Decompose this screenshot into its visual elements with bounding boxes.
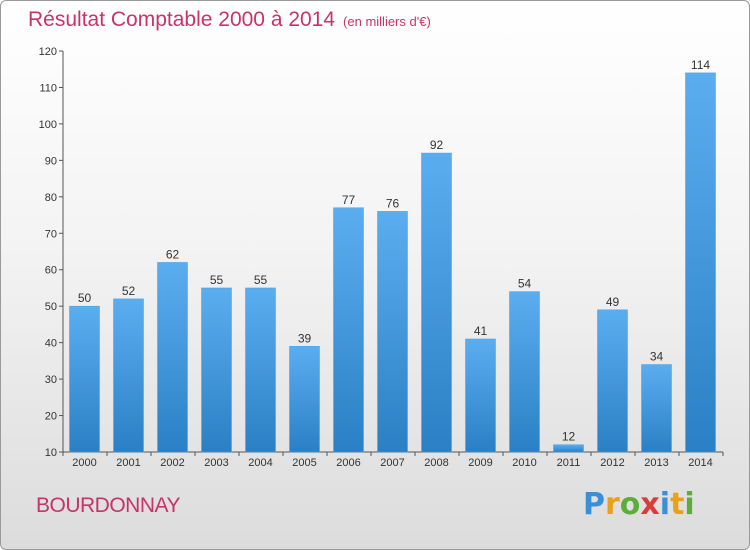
value-label-2005: 39 [298,331,312,345]
y-tick-label: 120 [39,46,57,58]
value-label-2004: 55 [254,273,268,287]
x-tick-label: 2013 [644,457,668,469]
y-tick-label: 80 [45,192,57,204]
bar-2007[interactable] [377,211,408,453]
chart-title-text: Résultat Comptable 2000 à 2014 [28,8,336,31]
y-tick-label: 70 [45,228,57,240]
x-tick-label: 2012 [600,457,624,469]
x-tick-label: 2000 [72,457,96,469]
x-tick-label: 2001 [116,457,140,469]
y-tick-label: 90 [45,155,57,167]
logo-letter: o [619,487,641,522]
proxiti-logo[interactable]: Proxiti [583,487,695,522]
value-label-2006: 77 [342,193,356,207]
y-tick-label: 40 [45,338,57,350]
y-tick-label: 50 [45,301,57,313]
y-tick-label: 100 [39,119,57,131]
logo-letter: i [684,487,695,522]
x-tick-label: 2011 [557,457,581,469]
logo-letter: P [583,487,605,522]
bar-2004[interactable] [245,287,276,453]
bar-2003[interactable] [201,287,232,453]
x-tick-label: 2006 [336,457,360,469]
value-label-2009: 41 [474,324,488,338]
value-label-2014: 114 [691,58,710,72]
bar-2012[interactable] [597,309,628,453]
y-tick-label: 30 [45,374,57,386]
logo-letter: i [659,487,671,522]
bar-2013[interactable] [641,364,672,453]
value-label-2011: 12 [562,430,576,444]
y-tick-label: 60 [45,265,57,277]
value-label-2007: 76 [386,196,400,210]
x-tick-label: 2002 [160,457,184,469]
y-tick-label: 10 [45,447,57,459]
bar-2005[interactable] [289,346,320,453]
commune-name: BOURDONNAY [36,494,180,517]
x-tick-label: 2010 [512,457,536,469]
x-tick-label: 2007 [380,457,404,469]
x-tick-label: 2004 [248,457,272,469]
bar-2006[interactable] [333,207,364,453]
y-tick-label: 110 [39,82,57,94]
value-label-2010: 54 [518,277,532,291]
value-label-2003: 55 [210,273,224,287]
bar-2000[interactable] [69,305,100,453]
value-label-2013: 34 [650,350,664,364]
x-tick-label: 2005 [292,457,316,469]
chart-title: Résultat Comptable 2000 à 2014 (en millie… [28,8,431,32]
bar-2001[interactable] [113,298,144,453]
y-tick-label: 20 [45,411,57,423]
value-label-2002: 62 [166,247,180,261]
value-label-2012: 49 [606,295,620,309]
x-tick-label: 2008 [424,457,448,469]
logo-letter: t [670,487,685,522]
y-axis: 10 20 30 40 50 60 70 80 90 100 110 120 [39,46,64,459]
bar-2010[interactable] [509,291,540,453]
logo-letter: r [605,487,620,522]
bar-2002[interactable] [157,262,188,453]
x-tick-label: 2009 [468,457,492,469]
bar-2014[interactable] [685,72,716,453]
bars: 50 52 62 55 55 39 77 76 92 41 54 12 49 34 114 [69,58,716,453]
x-tick-label: 2014 [688,457,712,469]
chart-unit: (en milliers d'€) [343,14,431,29]
value-label-2000: 50 [78,291,92,305]
logo-letter: x [640,487,660,522]
x-tick-label: 2003 [204,457,228,469]
bar-2009[interactable] [465,338,496,453]
value-label-2001: 52 [122,284,136,298]
x-axis: 2000 2001 2002 2003 2004 2005 2006 2007 2008 2009… [62,451,724,469]
value-label-2008: 92 [430,138,444,152]
bar-2008[interactable] [421,152,452,453]
bar-2011[interactable] [553,444,584,453]
